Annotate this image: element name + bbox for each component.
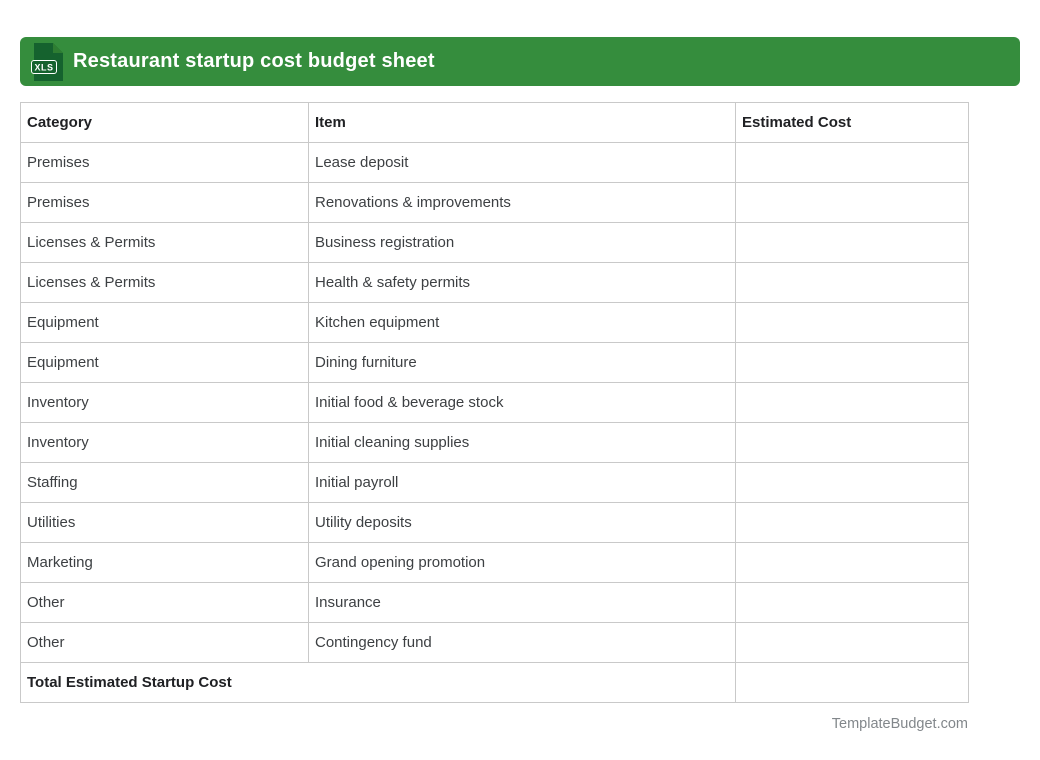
category-cell: Other	[20, 582, 309, 623]
item-cell: Insurance	[308, 582, 736, 623]
table-row: Other Insurance	[20, 582, 969, 623]
category-cell: Licenses & Permits	[20, 262, 309, 303]
item-cell: Kitchen equipment	[308, 302, 736, 343]
table-row: Premises Lease deposit	[20, 142, 969, 183]
item-cell: Business registration	[308, 222, 736, 263]
estimated-cost-cell	[735, 422, 969, 463]
column-header-item: Item	[308, 102, 736, 143]
table-row: Staffing Initial payroll	[20, 462, 969, 503]
estimated-cost-cell	[735, 222, 969, 263]
title-bar: XLS Restaurant startup cost budget sheet	[20, 37, 1020, 86]
category-cell: Premises	[20, 182, 309, 223]
estimated-cost-cell	[735, 342, 969, 383]
column-header-category: Category	[20, 102, 309, 143]
xls-file-fold	[53, 42, 63, 53]
estimated-cost-cell	[735, 382, 969, 423]
item-cell: Contingency fund	[308, 622, 736, 663]
item-cell: Initial cleaning supplies	[308, 422, 736, 463]
category-cell: Premises	[20, 142, 309, 183]
table-row: Utilities Utility deposits	[20, 502, 969, 543]
category-cell: Staffing	[20, 462, 309, 503]
table-row: Licenses & Permits Business registration	[20, 222, 969, 263]
category-cell: Marketing	[20, 542, 309, 583]
category-cell: Utilities	[20, 502, 309, 543]
item-cell: Initial payroll	[308, 462, 736, 503]
item-cell: Health & safety permits	[308, 262, 736, 303]
estimated-cost-cell	[735, 542, 969, 583]
category-cell: Equipment	[20, 302, 309, 343]
table-row: Other Contingency fund	[20, 622, 969, 663]
category-cell: Inventory	[20, 382, 309, 423]
item-cell: Grand opening promotion	[308, 542, 736, 583]
column-header-estimated-cost: Estimated Cost	[735, 102, 969, 143]
estimated-cost-cell	[735, 462, 969, 503]
table-header-row: Category Item Estimated Cost	[20, 102, 969, 143]
category-cell: Inventory	[20, 422, 309, 463]
watermark-text: TemplateBudget.com	[831, 716, 968, 732]
item-cell: Utility deposits	[308, 502, 736, 543]
xls-badge-box	[31, 59, 57, 74]
table-row: Equipment Kitchen equipment	[20, 302, 969, 343]
table-row: Marketing Grand opening promotion	[20, 542, 969, 583]
total-label-cell: Total Estimated Startup Cost	[20, 662, 736, 703]
item-cell: Renovations & improvements	[308, 182, 736, 223]
estimated-cost-cell	[735, 502, 969, 543]
xls-badge-label: XLS	[34, 62, 53, 72]
category-cell: Other	[20, 622, 309, 663]
page-title: Restaurant startup cost budget sheet	[73, 50, 435, 72]
estimated-cost-cell	[735, 262, 969, 303]
budget-table: Category Item Estimated Cost Premises Le…	[20, 102, 969, 703]
estimated-cost-cell	[735, 302, 969, 343]
table-row: Equipment Dining furniture	[20, 342, 969, 383]
item-cell: Dining furniture	[308, 342, 736, 383]
table-row: Inventory Initial cleaning supplies	[20, 422, 969, 463]
item-cell: Lease deposit	[308, 142, 736, 183]
item-cell: Initial food & beverage stock	[308, 382, 736, 423]
category-cell: Equipment	[20, 342, 309, 383]
category-cell: Licenses & Permits	[20, 222, 309, 263]
total-row: Total Estimated Startup Cost	[20, 662, 969, 703]
estimated-cost-cell	[735, 582, 969, 623]
xls-file-icon: XLS	[31, 42, 63, 81]
estimated-cost-cell	[735, 622, 969, 663]
estimated-cost-cell	[735, 182, 969, 223]
table-row: Premises Renovations & improvements	[20, 182, 969, 223]
table-row: Licenses & Permits Health & safety permi…	[20, 262, 969, 303]
table-row: Inventory Initial food & beverage stock	[20, 382, 969, 423]
estimated-cost-cell	[735, 142, 969, 183]
total-cost-cell	[735, 662, 969, 703]
